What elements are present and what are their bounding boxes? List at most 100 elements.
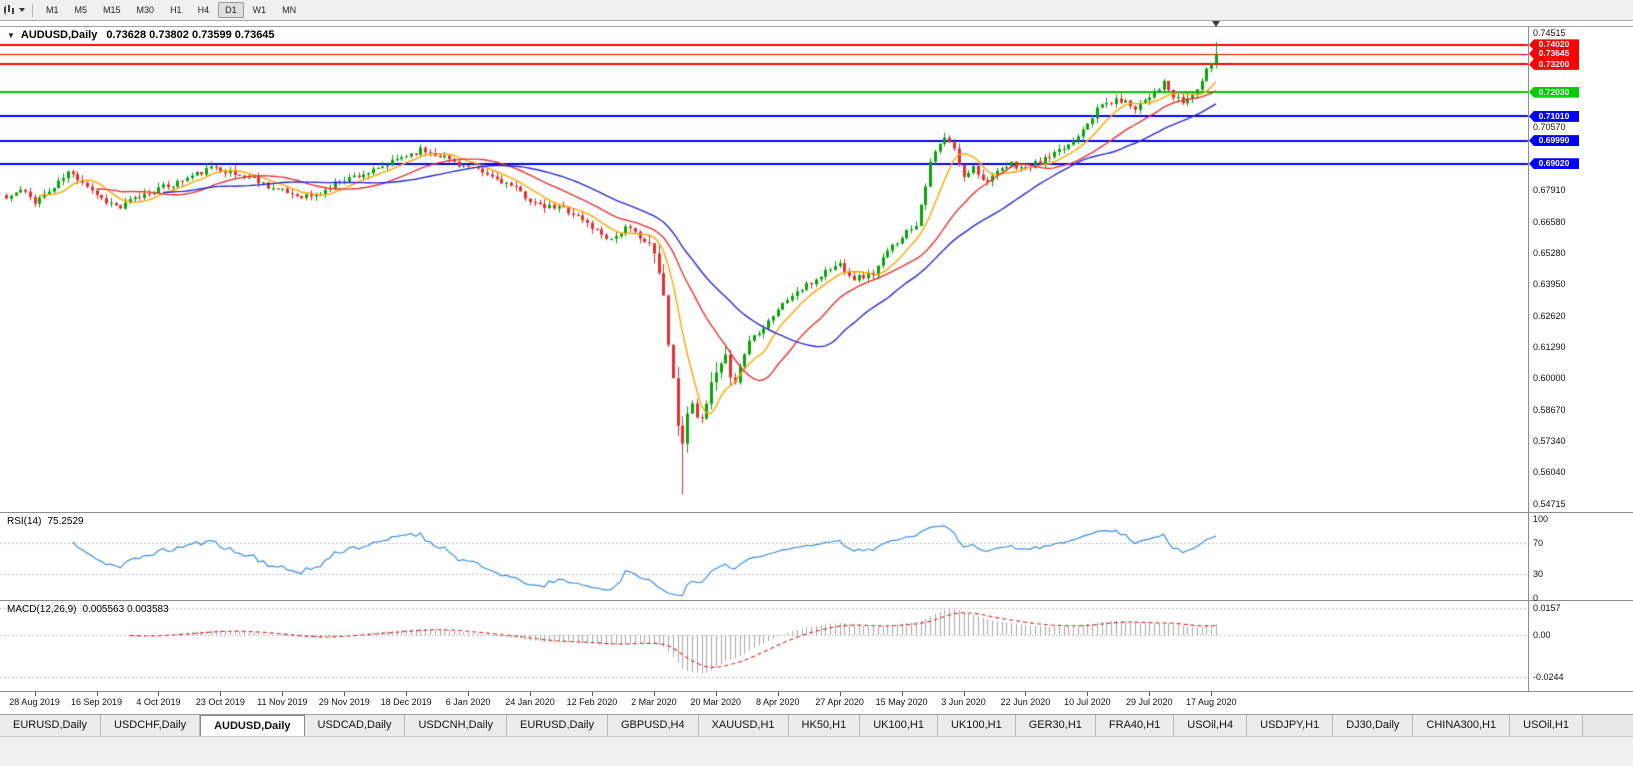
time-tick [344, 692, 345, 696]
price-tick: 0.58670 [1533, 404, 1566, 415]
rsi-level-label: 70 [1533, 537, 1544, 548]
time-tick [1149, 692, 1150, 696]
chart-tab-audusd-daily[interactable]: AUDUSD,Daily [200, 715, 305, 736]
dropdown-caret-icon[interactable] [19, 8, 25, 12]
chart-tab-uk100-h1[interactable]: UK100,H1 [860, 715, 938, 736]
chart-tab-fra40-h1[interactable]: FRA40,H1 [1095, 715, 1175, 736]
time-tick [902, 692, 903, 696]
macd-level-label: -0.0244 [1533, 671, 1564, 682]
time-label: 23 Oct 2019 [195, 697, 245, 707]
chart-tab-eurusd-daily[interactable]: EURUSD,Daily [0, 715, 101, 736]
time-tick [97, 692, 98, 696]
time-label: 18 Dec 2019 [380, 697, 432, 707]
time-label: 6 Jan 2020 [445, 697, 491, 707]
timeframe-button-m1[interactable]: M1 [46, 5, 59, 15]
time-tick [282, 692, 283, 696]
timeframe-button-m5[interactable]: M5 [74, 5, 88, 15]
time-tick [406, 692, 407, 696]
time-label: 8 Apr 2020 [755, 697, 800, 707]
timeframe-button-m30[interactable]: M30 [136, 5, 155, 15]
chart-tab-usoil-h4[interactable]: USOil,H4 [1174, 715, 1248, 736]
time-tick [592, 692, 593, 696]
price-tick: 0.66580 [1533, 216, 1566, 227]
chart-tab-usdjpy-h1[interactable]: USDJPY,H1 [1247, 715, 1334, 736]
time-label: 3 Jun 2020 [941, 697, 986, 707]
time-label: 29 Nov 2019 [318, 697, 370, 707]
macd-value: 0.005563 0.003583 [82, 604, 169, 615]
price-tick: 0.63950 [1533, 279, 1566, 290]
chart-type-button[interactable] [3, 4, 25, 16]
chart-tab-eurusd-daily[interactable]: EURUSD,Daily [507, 715, 608, 736]
time-tick [1211, 692, 1212, 696]
status-bar [0, 736, 1633, 766]
macd-level-label: 0.0157 [1533, 602, 1561, 613]
time-label: 20 Mar 2020 [690, 697, 742, 707]
time-tick [654, 692, 655, 696]
rsi-value: 75.2529 [47, 516, 84, 527]
timeframe-button-h1[interactable]: H1 [170, 5, 182, 15]
time-tick [1025, 692, 1026, 696]
rsi-level-label: 30 [1533, 569, 1544, 580]
chart-tab-hk50-h1[interactable]: HK50,H1 [788, 715, 861, 736]
time-tick [158, 692, 159, 696]
chart-title: ▼ AUDUSD,Daily 0.73628 0.73802 0.73599 0… [7, 29, 275, 41]
chart-tab-uk100-h1[interactable]: UK100,H1 [937, 715, 1016, 736]
price-tick: 0.65280 [1533, 247, 1566, 258]
chart-collapse-icon[interactable]: ▼ [7, 30, 15, 40]
time-tick [468, 692, 469, 696]
time-label: 2 Mar 2020 [631, 697, 677, 707]
chart-tab-china300-h1[interactable]: CHINA300,H1 [1413, 715, 1511, 736]
time-label: 10 Jul 2020 [1064, 697, 1111, 707]
rsi-level-label: 0 [1533, 593, 1539, 603]
chart-tab-dj30-daily[interactable]: DJ30,Daily [1333, 715, 1414, 736]
chart-shift-marker[interactable] [1212, 21, 1220, 27]
chart-tab-xauusd-h1[interactable]: XAUUSD,H1 [698, 715, 789, 736]
price-tick: 0.56040 [1533, 467, 1566, 478]
timeframe-button-mn[interactable]: MN [282, 5, 297, 15]
time-tick [1087, 692, 1088, 696]
chart-tab-usdchf-daily[interactable]: USDCHF,Daily [100, 715, 201, 736]
timeframe-button-m15[interactable]: M15 [103, 5, 121, 15]
chart-tab-usdcad-daily[interactable]: USDCAD,Daily [304, 715, 406, 736]
time-tick [964, 692, 965, 696]
time-label: 29 Jul 2020 [1126, 697, 1173, 707]
toolbar-separator [32, 3, 33, 17]
rsi-name: RSI(14) [7, 516, 42, 527]
timeframe-button-w1[interactable]: W1 [252, 5, 267, 15]
price-line-label-current-price: 0.73645 [1529, 48, 1579, 60]
time-tick [530, 692, 531, 696]
chart-tabs-bar: EURUSD,Daily USDCHF,Daily AUDUSD,Daily USDC… [0, 714, 1633, 736]
time-label: 24 Jan 2020 [505, 697, 555, 707]
pane-separator-rsi[interactable] [0, 512, 1633, 513]
time-label: 12 Feb 2020 [566, 697, 618, 707]
rsi-level-label: 100 [1533, 514, 1549, 524]
chart-tab-usoil-h1[interactable]: USOil,H1 [1510, 715, 1583, 736]
price-axis[interactable]: 0.74515 0.70570 0.67910 0.66580 0.65280 0.639… [1529, 0, 1633, 714]
timeframe-toolbar: M1 M5 M15 M30 H1 H4 D1 W1 MN [0, 0, 1633, 21]
chart-tab-ger30-h1[interactable]: GER30,H1 [1015, 715, 1096, 736]
timeframe-button-d1[interactable]: D1 [218, 2, 244, 18]
timeframe-buttons: M1 M5 M15 M30 H1 H4 D1 W1 MN [39, 2, 303, 18]
chart-top-border [0, 26, 1633, 27]
price-line-label-support: 0.69020 [1529, 158, 1579, 170]
time-label: 27 Apr 2020 [815, 697, 864, 707]
chart-tab-gbpusd-h4[interactable]: GBPUSD,H4 [608, 715, 699, 736]
rsi-indicator-label: RSI(14) 75.2529 [7, 516, 84, 527]
price-tick: 0.62620 [1533, 310, 1566, 321]
price-tick: 0.60000 [1533, 373, 1566, 384]
time-label: 16 Sep 2019 [70, 697, 123, 707]
price-tick: 0.54715 [1533, 498, 1566, 509]
pane-separator-timeaxis [0, 691, 1633, 692]
time-tick [716, 692, 717, 696]
macd-indicator-label: MACD(12,26,9) 0.005563 0.003583 [7, 604, 169, 615]
chart-ohlc-label: 0.73628 0.73802 0.73599 0.73645 [106, 29, 275, 41]
time-tick [778, 692, 779, 696]
pane-separator-macd[interactable] [0, 600, 1633, 601]
time-axis[interactable]: 28 Aug 2019 16 Sep 2019 4 Oct 2019 23 Oct 2… [0, 0, 1528, 714]
time-tick [220, 692, 221, 696]
timeframe-button-h4[interactable]: H4 [197, 5, 210, 15]
time-tick [35, 692, 36, 696]
chart-tab-usdcnh-daily[interactable]: USDCNH,Daily [405, 715, 508, 736]
price-tick: 0.67910 [1533, 185, 1566, 196]
price-line-label-level: 0.72030 [1529, 86, 1579, 98]
